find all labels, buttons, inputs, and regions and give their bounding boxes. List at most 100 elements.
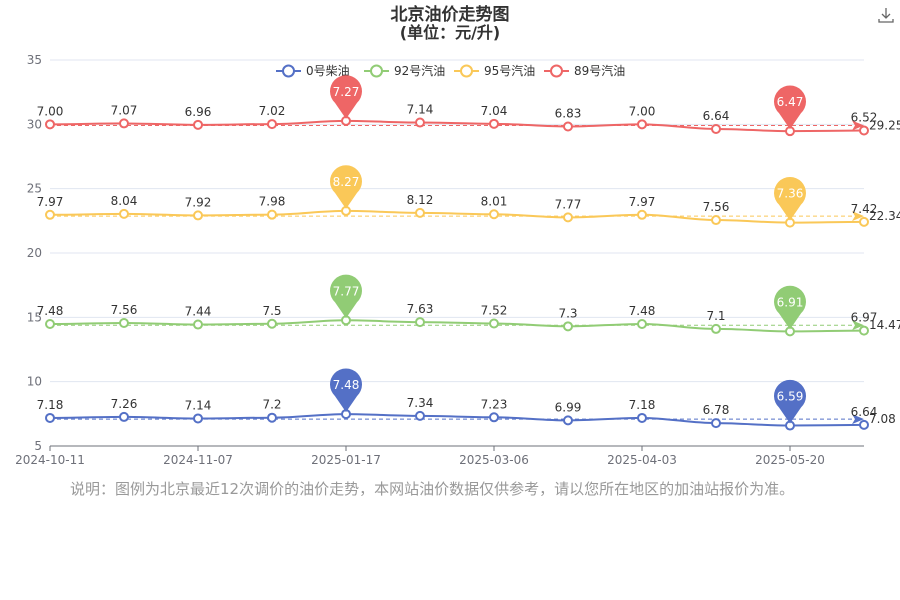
average-arrow bbox=[852, 320, 864, 331]
data-label: 7.48 bbox=[629, 304, 656, 318]
legend-label: 95号汽油 bbox=[484, 63, 535, 78]
data-point bbox=[489, 209, 499, 220]
legend-marker bbox=[370, 64, 383, 78]
pin-label: 7.27 bbox=[333, 85, 360, 99]
data-point bbox=[119, 317, 129, 328]
data-point bbox=[267, 318, 277, 329]
data-label: 7.14 bbox=[185, 398, 212, 412]
pin-label: 7.36 bbox=[777, 187, 804, 201]
data-label: 7.34 bbox=[407, 396, 434, 410]
pin-label: 6.59 bbox=[777, 390, 804, 404]
data-point bbox=[859, 125, 869, 136]
y-tick-label: 25 bbox=[27, 182, 42, 196]
pin-label: 7.48 bbox=[333, 378, 360, 392]
legend-item[interactable]: 95号汽油 bbox=[454, 63, 535, 78]
data-point bbox=[859, 419, 869, 430]
average-arrow bbox=[852, 414, 864, 425]
data-point bbox=[193, 119, 203, 130]
data-label: 7.44 bbox=[185, 305, 212, 319]
data-label: 6.99 bbox=[555, 400, 582, 414]
legend-marker bbox=[282, 64, 295, 78]
data-label: 6.97 bbox=[851, 311, 878, 325]
data-label: 6.64 bbox=[851, 405, 878, 419]
average-label: 14.47 bbox=[869, 318, 900, 332]
data-point bbox=[415, 410, 425, 421]
data-point bbox=[711, 123, 721, 134]
data-point bbox=[859, 216, 869, 227]
data-label: 7.97 bbox=[37, 195, 64, 209]
data-point bbox=[563, 415, 573, 426]
data-point bbox=[267, 412, 277, 423]
data-point bbox=[193, 413, 203, 424]
download-icon[interactable] bbox=[876, 5, 896, 25]
data-label: 7.23 bbox=[481, 397, 508, 411]
legend[interactable]: 0号柴油 92号汽油 95号汽油 89号汽油 bbox=[276, 63, 625, 78]
pin-shape bbox=[329, 75, 363, 119]
legend-label: 0号柴油 bbox=[306, 64, 350, 78]
data-point bbox=[711, 418, 721, 429]
y-tick-label: 5 bbox=[34, 439, 42, 453]
data-label: 7.00 bbox=[629, 104, 656, 118]
data-point bbox=[859, 325, 869, 336]
series-line bbox=[49, 413, 865, 427]
y-tick-label: 15 bbox=[27, 310, 42, 324]
axes: 5 10 15 20 25 30 35 2024-10-11 2024-11-07 2025-01… bbox=[15, 53, 864, 467]
data-point bbox=[489, 412, 499, 423]
data-point bbox=[637, 119, 647, 130]
data-label: 7.3 bbox=[558, 306, 577, 320]
max-pin: 8.27 bbox=[330, 165, 362, 209]
data-label: 7.77 bbox=[555, 197, 582, 211]
pin-shape bbox=[774, 379, 806, 424]
data-point bbox=[119, 208, 129, 219]
y-tick-label: 20 bbox=[27, 246, 42, 260]
data-point bbox=[637, 412, 647, 423]
average-arrow bbox=[852, 120, 864, 131]
data-label: 7.56 bbox=[111, 303, 138, 317]
data-label: 7.56 bbox=[703, 200, 730, 214]
data-label: 7.1 bbox=[706, 309, 725, 323]
legend-item[interactable]: 92号汽油 bbox=[364, 63, 445, 78]
data-label: 7.07 bbox=[111, 103, 138, 117]
y-tick-label: 10 bbox=[27, 375, 42, 389]
min-pin: 6.91 bbox=[774, 285, 806, 330]
legend-label: 89号汽油 bbox=[574, 63, 625, 78]
x-tick-label: 2024-10-11 bbox=[15, 453, 85, 467]
pin-shape bbox=[329, 368, 363, 413]
y-tick-label: 30 bbox=[27, 117, 42, 131]
legend-item[interactable]: 89号汽油 bbox=[544, 63, 625, 78]
chart-note: 说明：图例为北京最近12次调价的油价走势，本网站油价数据仅供参考，请以您所在地区… bbox=[70, 480, 795, 498]
pin-shape bbox=[330, 165, 362, 209]
data-label: 8.04 bbox=[111, 194, 138, 208]
average-arrow bbox=[852, 211, 864, 222]
data-point bbox=[489, 318, 499, 329]
data-point bbox=[45, 412, 55, 423]
data-label: 7.42 bbox=[851, 202, 878, 216]
data-label: 7.48 bbox=[37, 304, 64, 318]
pin-label: 6.91 bbox=[777, 295, 804, 309]
legend-item[interactable]: 0号柴油 bbox=[276, 64, 350, 78]
series-2: 22.34 7.97 8.04 7.92 7.98 8.12 8.01 7.77 7.97 7.5… bbox=[37, 165, 900, 228]
legend-label: 92号汽油 bbox=[394, 63, 445, 78]
data-label: 6.96 bbox=[185, 105, 212, 119]
data-label: 7.92 bbox=[185, 195, 212, 209]
data-label: 7.18 bbox=[37, 398, 64, 412]
data-label: 7.98 bbox=[259, 195, 286, 209]
max-pin: 7.48 bbox=[329, 368, 363, 413]
data-point bbox=[45, 119, 55, 130]
pin-label: 6.47 bbox=[777, 95, 804, 109]
data-point bbox=[193, 319, 203, 330]
data-label: 8.12 bbox=[407, 193, 434, 207]
data-point bbox=[415, 117, 425, 128]
pin-label: 7.77 bbox=[333, 284, 360, 298]
data-label: 6.52 bbox=[851, 111, 878, 125]
data-point bbox=[415, 207, 425, 218]
data-point bbox=[267, 119, 277, 130]
series-line bbox=[49, 209, 865, 224]
legend-marker bbox=[460, 64, 473, 78]
x-tick-label: 2025-03-06 bbox=[459, 453, 529, 467]
data-point bbox=[637, 319, 647, 330]
data-label: 7.52 bbox=[481, 304, 508, 318]
series-line bbox=[49, 319, 865, 333]
data-label: 8.01 bbox=[481, 194, 508, 208]
data-label: 7.5 bbox=[262, 304, 281, 318]
